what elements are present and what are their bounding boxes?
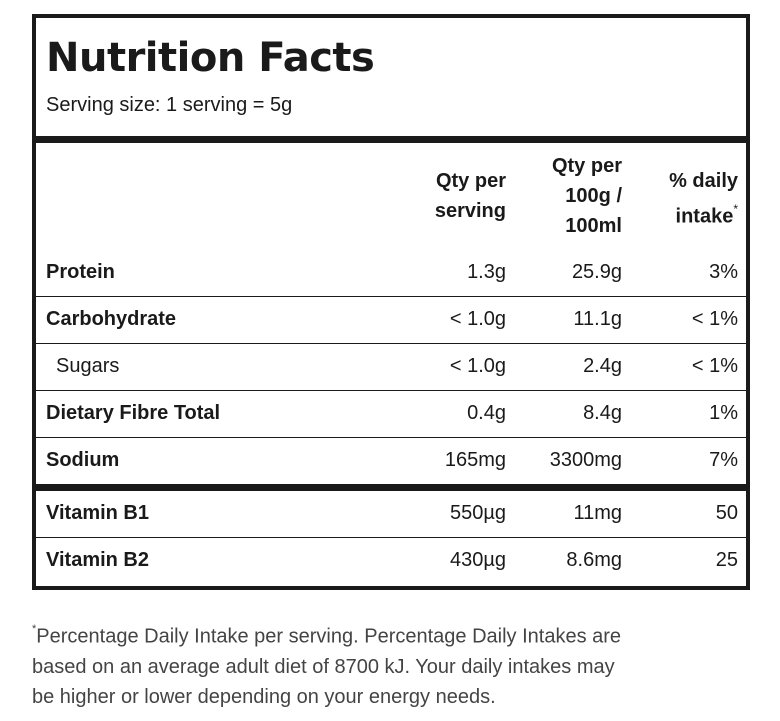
per-100-value: 11mg xyxy=(573,502,622,524)
nutrient-label: Sugars xyxy=(56,355,120,377)
serving-size: Serving size: 1 serving = 5g xyxy=(46,94,293,116)
daily-intake-value: < 1% xyxy=(691,308,738,330)
nutrient-label: Protein xyxy=(46,261,115,283)
footnote-line: be higher or lower depending on your ene… xyxy=(32,685,496,708)
per-100-value: 25.9g xyxy=(571,261,622,283)
per-serving-value: < 1.0g xyxy=(449,308,506,330)
footnote-line: Percentage Daily Intake per serving. Per… xyxy=(36,625,622,648)
per-serving-value: 1.3g xyxy=(467,261,506,283)
nutrient-label: Vitamin B1 xyxy=(46,502,149,524)
column-header-line: serving xyxy=(434,200,506,222)
nutrient-label: Sodium xyxy=(46,449,120,471)
row-divider xyxy=(36,437,746,438)
column-header-daily-intake: % daily intake* xyxy=(669,166,738,232)
column-header-line: Qty per xyxy=(551,155,622,177)
nutrient-label: Vitamin B2 xyxy=(46,549,149,571)
daily-intake-value: 1% xyxy=(709,402,738,424)
table-row: Sugars < 1.0g 2.4g < 1% xyxy=(36,344,746,390)
nutrition-panel: Nutrition Facts Serving size: 1 serving … xyxy=(32,14,750,590)
column-header-line: % daily xyxy=(669,170,738,192)
per-100-value: 11.1g xyxy=(573,308,622,330)
column-header-line: intake xyxy=(675,205,734,228)
table-row: Protein 1.3g 25.9g 3% xyxy=(36,250,746,296)
column-header-per-100: Qty per 100g / 100ml xyxy=(552,151,622,241)
footnote-marker: * xyxy=(733,202,738,216)
per-100-value: 2.4g xyxy=(583,355,622,377)
footnote-marker: * xyxy=(32,623,37,635)
row-divider xyxy=(36,296,746,297)
panel-title: Nutrition Facts xyxy=(46,35,375,81)
per-serving-value: 0.4g xyxy=(467,402,506,424)
per-serving-value: 165mg xyxy=(444,449,506,471)
row-divider xyxy=(36,537,746,538)
row-divider xyxy=(36,343,746,344)
table-row: Dietary Fibre Total 0.4g 8.4g 1% xyxy=(36,391,746,437)
table-row: Vitamin B2 430µg 8.6mg 25 xyxy=(36,538,746,584)
daily-intake-value: 7% xyxy=(709,449,738,471)
daily-intake-value: < 1% xyxy=(691,355,738,377)
per-serving-value: < 1.0g xyxy=(449,355,506,377)
per-100-value: 3300mg xyxy=(549,449,622,471)
daily-intake-value: 3% xyxy=(709,261,738,283)
table-row: Carbohydrate < 1.0g 11.1g < 1% xyxy=(36,297,746,343)
nutrient-label: Dietary Fibre Total xyxy=(46,402,221,424)
row-divider xyxy=(36,390,746,391)
table-row: Vitamin B1 550µg 11mg 50 xyxy=(36,491,746,537)
column-header-line: 100ml xyxy=(565,215,622,237)
per-100-value: 8.6mg xyxy=(566,549,622,571)
column-header-line: 100g / xyxy=(565,185,622,207)
daily-intake-value: 50 xyxy=(715,502,738,524)
footnote: *Percentage Daily Intake per serving. Pe… xyxy=(32,617,752,712)
thick-divider-mid xyxy=(36,484,746,491)
footnote-line: based on an average adult diet of 8700 k… xyxy=(32,655,615,678)
per-serving-value: 550µg xyxy=(449,502,506,524)
thick-divider-top xyxy=(36,136,746,143)
nutrient-label: Carbohydrate xyxy=(46,308,177,330)
column-header-line: Qty per xyxy=(435,170,506,192)
column-header-per-serving: Qty per serving xyxy=(435,166,506,226)
daily-intake-value: 25 xyxy=(715,549,738,571)
per-100-value: 8.4g xyxy=(583,402,622,424)
per-serving-value: 430µg xyxy=(449,549,506,571)
table-row: Sodium 165mg 3300mg 7% xyxy=(36,438,746,484)
